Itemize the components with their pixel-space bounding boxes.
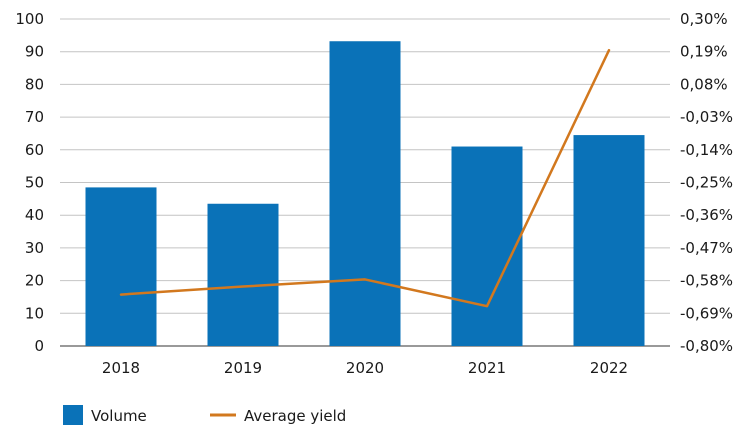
left-tick-label: 80 [25, 75, 44, 93]
legend-label-average-yield: Average yield [244, 407, 346, 425]
right-tick-label: -0,80% [680, 337, 733, 355]
right-tick-label: -0,58% [680, 272, 733, 290]
legend: Volume Average yield [63, 405, 346, 425]
bar-2021 [451, 146, 523, 346]
bar-2019 [207, 203, 279, 346]
x-axis-ticks: 2018 2019 2020 2021 2022 [102, 359, 628, 377]
legend-swatch-volume [63, 405, 83, 425]
left-tick-label: 40 [25, 206, 44, 224]
bar-2020 [329, 41, 401, 347]
left-tick-label: 70 [25, 108, 44, 126]
right-tick-label: -0,03% [680, 108, 733, 126]
right-tick-label: -0,36% [680, 206, 733, 224]
x-tick-label: 2019 [224, 359, 262, 377]
left-axis-ticks: 0 10 20 30 40 50 60 70 80 90 100 [15, 10, 44, 355]
legend-label-volume: Volume [91, 407, 147, 425]
right-tick-label: 0,08% [680, 75, 728, 93]
left-tick-label: 30 [25, 239, 44, 257]
right-tick-label: 0,30% [680, 10, 728, 28]
left-tick-label: 50 [25, 174, 44, 192]
x-tick-label: 2021 [468, 359, 506, 377]
bar-2022 [573, 135, 645, 346]
left-tick-label: 90 [25, 43, 44, 61]
x-tick-label: 2022 [590, 359, 628, 377]
right-axis-ticks: -0,80% -0,69% -0,58% -0,47% -0,36% -0,25% -0,1… [680, 10, 733, 355]
average-yield-line-group [119, 48, 611, 308]
right-tick-label: -0,69% [680, 304, 733, 322]
left-tick-label: 10 [25, 304, 44, 322]
left-tick-label: 0 [34, 337, 44, 355]
right-tick-label: -0,25% [680, 174, 733, 192]
right-tick-label: 0,19% [680, 43, 728, 61]
average-yield-line [119, 48, 611, 308]
volume-bars [85, 41, 645, 347]
left-tick-label: 60 [25, 141, 44, 159]
bar-2018 [85, 187, 157, 346]
right-tick-label: -0,14% [680, 141, 733, 159]
x-tick-label: 2018 [102, 359, 140, 377]
left-tick-label: 20 [25, 272, 44, 290]
right-tick-label: -0,47% [680, 239, 733, 257]
x-tick-label: 2020 [346, 359, 384, 377]
left-tick-label: 100 [15, 10, 44, 28]
